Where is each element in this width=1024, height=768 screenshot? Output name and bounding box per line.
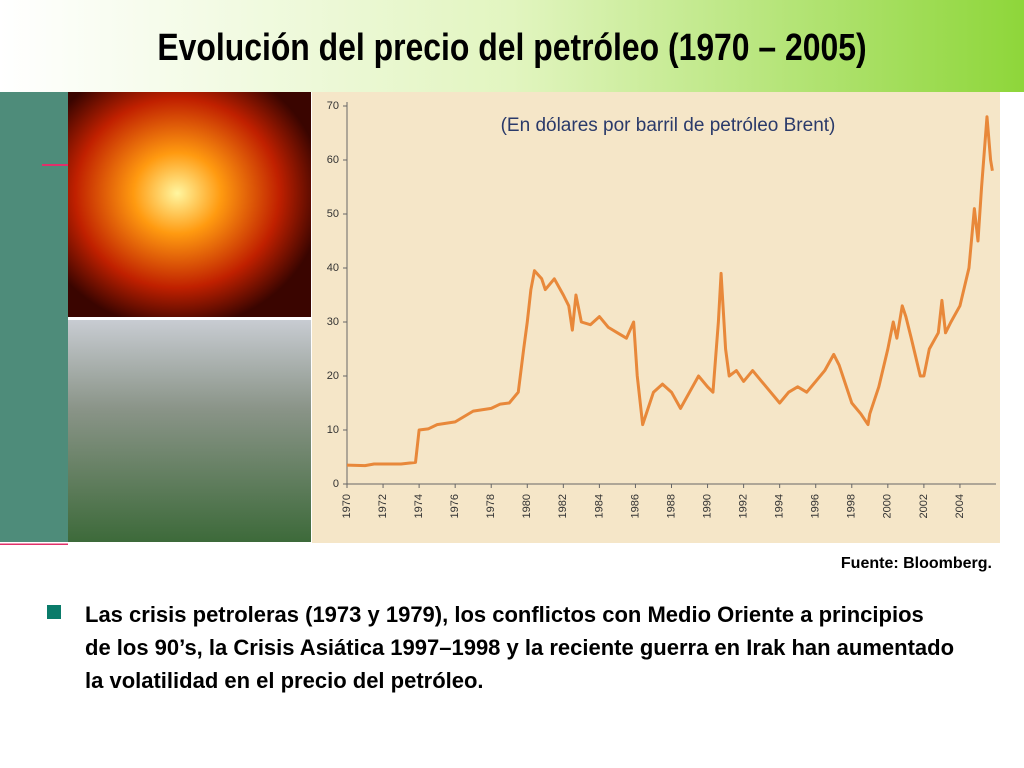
bullet-text: Las crisis petroleras (1973 y 1979), los…: [85, 602, 955, 693]
chart-subtitle: (En dólares por barril de petróleo Brent…: [501, 115, 836, 136]
x-tick-label: 1996: [810, 494, 822, 518]
y-tick-label: 70: [327, 100, 339, 112]
x-tick-label: 2004: [954, 494, 966, 518]
price-line: [346, 115, 994, 468]
y-tick-label: 20: [327, 370, 339, 382]
x-tick-label: 1998: [846, 494, 858, 518]
explosion-photo: [68, 92, 311, 317]
x-tick-label: 2000: [882, 494, 894, 518]
x-tick-label: 1974: [413, 494, 425, 518]
x-tick-label: 2002: [918, 494, 930, 518]
x-tick-label: 1976: [449, 494, 461, 518]
side-strip: [0, 92, 68, 542]
chart-background: [312, 92, 1000, 543]
y-tick-label: 30: [327, 316, 339, 328]
slide-title: Evolución del precio del petróleo (1970 …: [157, 26, 866, 68]
x-tick-label: 1990: [701, 494, 713, 518]
x-tick-label: 1986: [629, 494, 641, 518]
y-tick-label: 60: [327, 154, 339, 166]
chart: 0 10 20 30 40 50 60 70 1970 1972 1974 1976 1978 1980 1…: [327, 100, 996, 518]
x-tick-label: 1978: [485, 494, 497, 518]
x-tick-label: 1972: [377, 494, 389, 518]
y-tick-label: 0: [333, 478, 339, 490]
x-tick-label: 1980: [521, 494, 533, 518]
y-tick-label: 50: [327, 208, 339, 220]
x-tick-label: 1994: [774, 494, 786, 518]
source-note: Fuente: Bloomberg.: [840, 555, 992, 572]
y-tick-label: 10: [327, 424, 339, 436]
y-tick-label: 40: [327, 262, 339, 274]
title-bar: [0, 0, 1024, 92]
bullet-marker: [47, 605, 61, 619]
x-tick-label: 1988: [665, 494, 677, 518]
x-tick-label: 1984: [593, 494, 605, 518]
market-photo: [68, 320, 311, 542]
x-tick-label: 1982: [557, 494, 569, 518]
x-tick-label: 1970: [341, 494, 353, 518]
slide-graphics: Evolución del precio del petróleo (1970 …: [0, 0, 1024, 545]
x-tick-label: 1992: [738, 494, 750, 518]
